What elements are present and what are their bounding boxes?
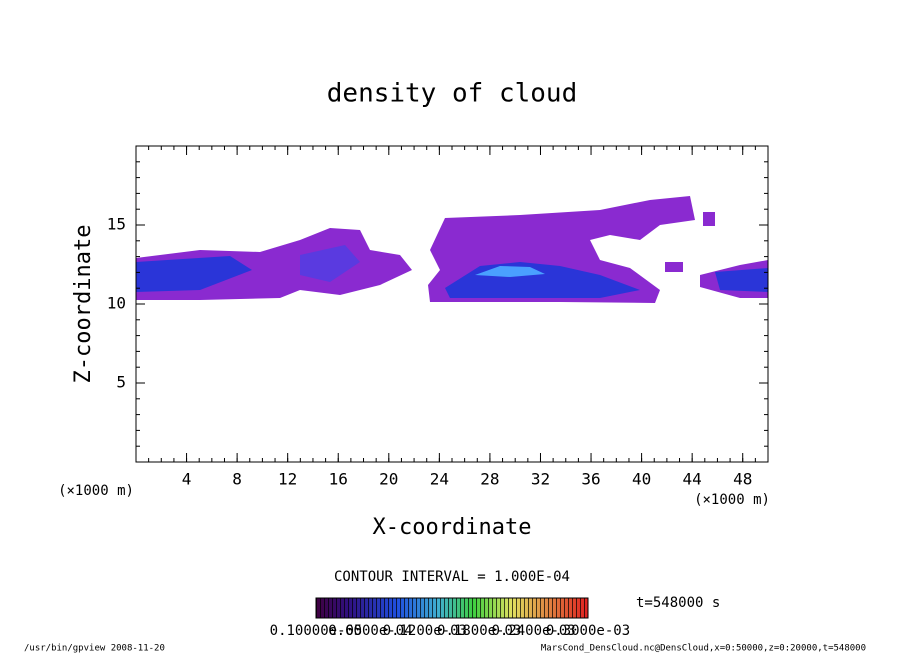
x-tick-label: 24 (430, 470, 449, 489)
chart-title: density of cloud (327, 79, 577, 109)
x-tick-label: 12 (278, 470, 297, 489)
x-tick-label: 32 (531, 470, 550, 489)
colorbar-label: 0.6000e-04 (328, 623, 412, 639)
x-axis-title: X-coordinate (373, 515, 532, 540)
colorbar-labels: 0.10000e-050.6000e-040.1200e-030.1800e-0… (270, 623, 631, 639)
colorbar-label: 0.3000e-03 (546, 623, 630, 639)
x-tick-label: 4 (182, 470, 192, 489)
axes (135, 145, 769, 463)
plot-frame (135, 145, 769, 463)
footer-left: /usr/bin/gpview 2008-11-20 (24, 644, 165, 654)
x-tick-label: 44 (683, 470, 702, 489)
y-tick-label: 5 (116, 373, 126, 392)
footer-right: MarsCond_DensCloud.nc@DensCloud,x=0:5000… (541, 644, 866, 654)
y-axis-title: Z-coordinate (71, 225, 96, 384)
x-unit-label: (×1000 m) (694, 492, 770, 508)
colorbar-label: 0.2400e-03 (491, 623, 575, 639)
x-tick-label: 20 (379, 470, 398, 489)
cloud-field (136, 196, 768, 303)
y-unit-label: (×1000 m) (58, 483, 134, 499)
colorbar-label: 0.1800e-03 (437, 623, 521, 639)
time-label: t=548000 s (636, 595, 720, 611)
y-tick-label: 15 (107, 215, 126, 234)
colorbar-stripes (316, 598, 588, 618)
x-tick-label: 28 (480, 470, 499, 489)
y-tick-label: 10 (107, 294, 126, 313)
x-tick-label: 48 (733, 470, 752, 489)
x-tick-label: 36 (581, 470, 600, 489)
colorbar-label: 0.10000e-05 (270, 623, 363, 639)
x-tick-label: 8 (232, 470, 242, 489)
colorbar-label: 0.1200e-03 (383, 623, 467, 639)
x-tick-label: 40 (632, 470, 651, 489)
x-tick-label: 16 (329, 470, 348, 489)
contour-interval: CONTOUR INTERVAL = 1.000E-04 (334, 569, 570, 585)
